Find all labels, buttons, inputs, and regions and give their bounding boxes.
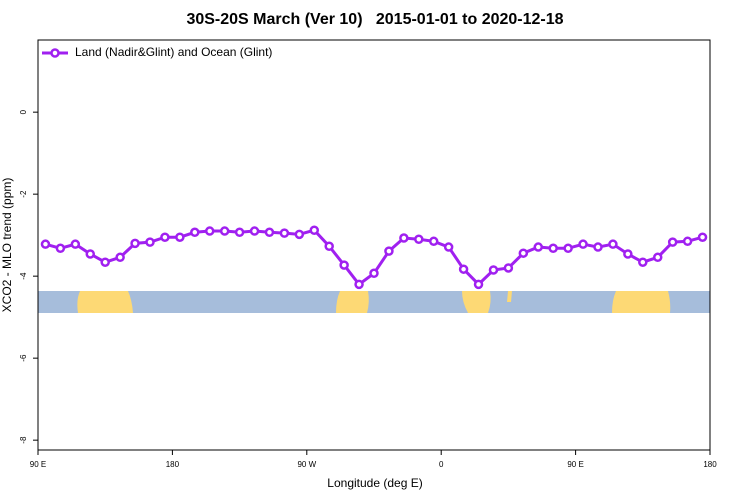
y-tick-label: 0 <box>19 109 28 114</box>
land-ocean-band <box>38 291 710 313</box>
series-point <box>667 237 678 247</box>
series-point <box>55 243 66 254</box>
series-point <box>488 265 499 275</box>
series-point <box>443 242 454 252</box>
series-point <box>473 279 484 290</box>
land-patch <box>77 291 133 313</box>
series-point <box>100 257 110 267</box>
legend-marker <box>50 48 60 58</box>
x-tick-label: 0 <box>439 460 444 469</box>
series-point <box>219 226 230 236</box>
series-point <box>384 246 394 256</box>
series-point <box>234 227 245 238</box>
series-point <box>309 225 320 235</box>
series-point <box>115 252 125 263</box>
series-point <box>204 226 215 236</box>
series-point <box>249 226 260 236</box>
y-tick-label: -4 <box>19 272 28 280</box>
series-point <box>369 268 379 279</box>
series-point <box>130 238 140 249</box>
land-patch <box>507 291 512 302</box>
series-point <box>145 237 155 247</box>
x-tick-label: 180 <box>166 460 180 469</box>
series-point <box>458 264 469 274</box>
series-point <box>652 252 663 263</box>
chart-title: 30S-20S March (Ver 10) 2015-01-01 to 202… <box>186 11 563 28</box>
plot-frame <box>37 39 711 451</box>
series-point <box>294 229 305 240</box>
land-patch <box>462 291 491 313</box>
x-tick-label: 90 E <box>567 460 583 469</box>
series-point <box>638 257 648 267</box>
series-point <box>608 239 618 249</box>
series-point <box>354 279 364 290</box>
x-axis-label: Longitude (deg E) <box>327 476 422 490</box>
ocean-band <box>38 291 710 313</box>
series-point <box>428 236 439 247</box>
series-point <box>399 233 409 243</box>
series-point <box>548 243 558 254</box>
series-point <box>279 228 290 238</box>
x-tick-label: 90 E <box>30 460 46 469</box>
series-point <box>518 248 529 258</box>
x-tick-label: 180 <box>703 460 717 469</box>
land-patch <box>336 291 369 313</box>
series-point <box>175 232 185 242</box>
series-point <box>578 239 588 249</box>
series-point <box>324 241 334 251</box>
series-point <box>503 263 514 273</box>
series-point <box>414 234 424 245</box>
series-point <box>85 249 96 259</box>
land-patch <box>612 291 671 313</box>
legend-label: Land (Nadir&Glint) and Ocean (Glint) <box>75 45 272 59</box>
y-axis-label: XCO2 - MLO trend (ppm) <box>0 178 14 313</box>
series-point <box>593 242 603 252</box>
series-point <box>339 260 349 270</box>
series-point <box>160 232 170 242</box>
y-tick-label: -6 <box>19 354 28 362</box>
series-point <box>533 242 544 252</box>
y-tick-label: -2 <box>19 190 28 198</box>
series-point <box>563 243 573 254</box>
series-point <box>40 239 51 249</box>
series-point <box>697 232 708 242</box>
series-point <box>623 249 633 259</box>
series-point <box>70 239 81 249</box>
y-tick-label: -8 <box>19 436 28 444</box>
series-point <box>264 227 275 238</box>
series-point <box>682 236 693 247</box>
x-tick-label: 90 W <box>297 460 316 469</box>
series-point <box>190 227 200 238</box>
